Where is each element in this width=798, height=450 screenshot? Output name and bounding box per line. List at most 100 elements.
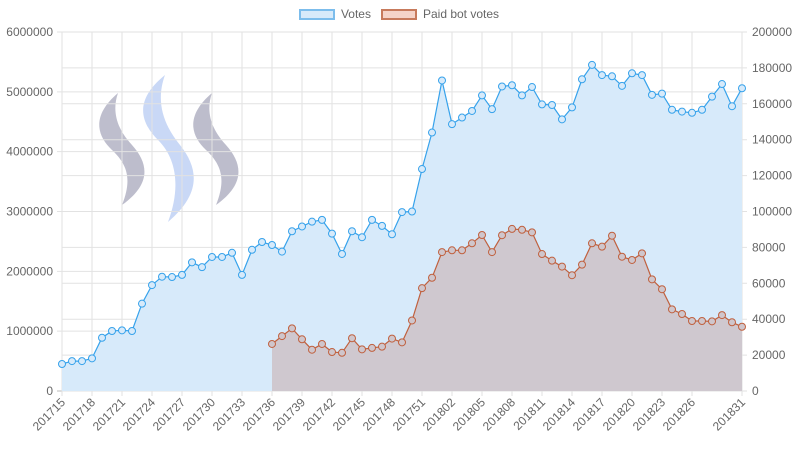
x-tick-label: 201808 (480, 395, 518, 433)
votes-point (308, 217, 316, 226)
votes-point (448, 120, 456, 129)
votes-point (528, 83, 536, 92)
votes-point (218, 252, 226, 261)
votes-point (618, 81, 626, 90)
y-left-tick-label: 5000000 (6, 85, 53, 99)
votes-point (428, 128, 436, 137)
paid-bot-votes-point (508, 224, 516, 233)
y-right-tick-label: 100000 (752, 205, 792, 219)
votes-point (168, 273, 176, 282)
votes-point (638, 71, 646, 80)
paid-bot-votes-point (538, 250, 546, 259)
paid-bot-votes-point (388, 334, 396, 343)
paid-bot-votes-point (698, 316, 706, 325)
votes-point (388, 230, 396, 239)
votes-point (98, 333, 106, 342)
paid-bot-votes-point (368, 343, 376, 352)
votes-point (248, 245, 256, 254)
paid-bot-votes-point (668, 305, 676, 314)
votes-point (58, 360, 66, 369)
x-tick-label: 201823 (630, 395, 668, 433)
x-tick-label: 201739 (270, 395, 308, 433)
votes-point (358, 233, 366, 242)
votes-point (518, 91, 526, 100)
votes-point (288, 227, 296, 236)
x-tick-label: 201727 (150, 395, 188, 433)
legend-label-votes: Votes (340, 7, 371, 21)
votes-point (598, 71, 606, 80)
paid-bot-votes-point (568, 271, 576, 280)
votes-point (108, 326, 116, 335)
paid-bot-votes-point (738, 322, 746, 331)
paid-bot-votes-point (488, 248, 496, 257)
paid-bot-votes-point (458, 246, 466, 255)
x-tick-label: 201715 (30, 395, 68, 433)
paid-bot-votes-point (528, 228, 536, 237)
x-tick-label: 201724 (120, 395, 158, 433)
paid-bot-votes-point (448, 246, 456, 255)
votes-point (478, 91, 486, 100)
steemit-logo-watermark (99, 75, 239, 222)
y-right-tick-label: 140000 (752, 133, 792, 147)
y-right-tick-label: 160000 (752, 97, 792, 111)
votes-swatch (298, 8, 335, 20)
votes-point (138, 299, 146, 308)
x-tick-label: 201730 (180, 395, 218, 433)
votes-point (158, 272, 166, 281)
paid-bot-votes-point (558, 262, 566, 271)
paid-bot-votes-swatch (380, 8, 417, 20)
votes-point (68, 357, 76, 366)
votes-point (268, 241, 276, 250)
paid-bot-votes-point (408, 316, 416, 325)
votes-point (488, 105, 496, 114)
legend-item-paid-bot-votes[interactable]: Paid bot votes (380, 7, 500, 21)
legend-item-votes[interactable]: Votes (298, 7, 371, 21)
legend: Votes Paid bot votes (0, 7, 798, 21)
paid-bot-votes-point (628, 255, 636, 264)
votes-point (378, 221, 386, 230)
y-right-tick-label: 180000 (752, 61, 792, 75)
paid-bot-votes-point (418, 284, 426, 293)
votes-point (718, 80, 726, 89)
votes-point (198, 263, 206, 272)
paid-bot-votes-point (638, 249, 646, 258)
votes-point (558, 115, 566, 124)
x-tick-label: 201733 (210, 395, 248, 433)
votes-point (538, 100, 546, 109)
votes-point (588, 60, 596, 69)
votes-point (178, 270, 186, 279)
votes-point (238, 270, 246, 279)
paid-bot-votes-point (268, 339, 276, 348)
paid-bot-votes-point (678, 309, 686, 318)
votes-point (548, 100, 556, 109)
votes-point (338, 249, 346, 258)
paid-bot-votes-point (428, 273, 436, 282)
votes-point (398, 208, 406, 217)
legend-label-paid-bot-votes: Paid bot votes (422, 7, 500, 21)
paid-bot-votes-point (708, 317, 716, 326)
votes-point (698, 105, 706, 114)
votes-point (678, 107, 686, 116)
paid-bot-votes-point (608, 231, 616, 240)
paid-bot-votes-point (548, 256, 556, 265)
y-right-tick-label: 200000 (752, 25, 792, 39)
paid-bot-votes-point (278, 332, 286, 341)
y-right-tick-label: 0 (752, 384, 759, 398)
paid-bot-votes-point (688, 316, 696, 325)
votes-point (708, 92, 716, 101)
votes-point (668, 105, 676, 114)
paid-bot-votes-point (378, 342, 386, 351)
votes-point (298, 222, 306, 231)
votes-point (318, 215, 326, 224)
votes-point (348, 227, 356, 236)
votes-point (508, 81, 516, 90)
paid-bot-votes-point (318, 339, 326, 348)
x-tick-label: 201831 (710, 395, 748, 433)
paid-bot-votes-point (598, 242, 606, 251)
votes-point (128, 326, 136, 335)
votes-point (408, 207, 416, 216)
y-left-tick-label: 0 (46, 384, 53, 398)
paid-bot-votes-point (358, 345, 366, 354)
paid-bot-votes-point (348, 334, 356, 343)
votes-point (88, 354, 96, 363)
